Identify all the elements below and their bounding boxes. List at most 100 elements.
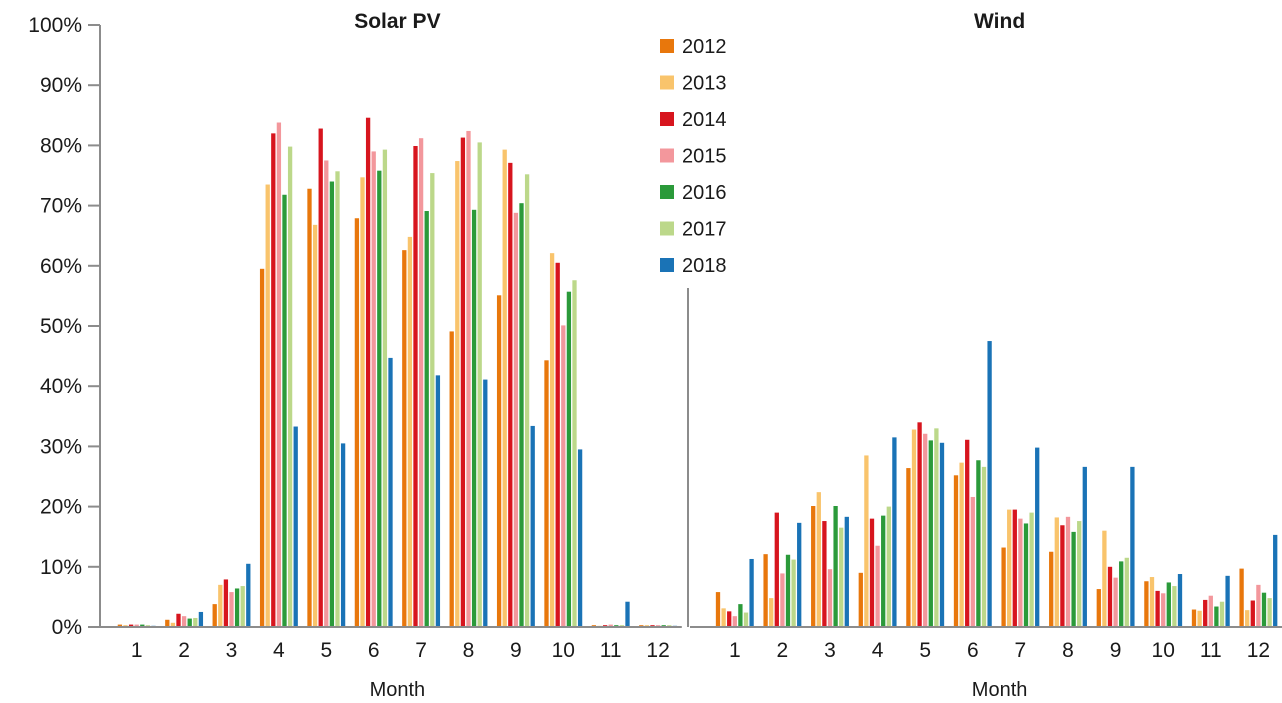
bar-solar-pv-m7-2016 — [424, 211, 429, 627]
bar-solar-pv-m10-2014 — [555, 262, 560, 627]
bar-solar-pv-m6-2016 — [377, 170, 382, 627]
legend-swatch — [660, 258, 674, 272]
bar-wind-m8-2012 — [1049, 551, 1054, 627]
bar-solar-pv-m5-2018 — [340, 443, 346, 627]
legend-item-2015: 2015 — [660, 146, 727, 168]
legend-swatch — [660, 221, 674, 236]
bar-wind-m5-2016 — [928, 440, 933, 627]
bar-wind-m4-2014 — [869, 518, 875, 627]
legend-label: 2016 — [682, 182, 727, 204]
legend-item-2017: 2017 — [660, 219, 727, 241]
bar-wind-m9-2017 — [1124, 557, 1129, 627]
x-tick-label: 11 — [600, 639, 622, 662]
bar-wind-m1-2013 — [721, 608, 726, 627]
x-tick-label: 6 — [967, 639, 979, 662]
bar-wind-m5-2018 — [939, 442, 945, 627]
bar-solar-pv-m10-2018 — [577, 449, 583, 627]
bar-wind-m5-2017 — [934, 428, 939, 627]
y-tick-label: 40% — [40, 375, 82, 398]
bar-wind-m3-2018 — [844, 516, 849, 627]
bar-solar-pv-m5-2012 — [307, 188, 312, 628]
bar-wind-m7-2017 — [1029, 512, 1034, 627]
bar-solar-pv-m4-2016 — [282, 194, 287, 627]
x-tick-label: 3 — [824, 639, 836, 662]
bar-solar-pv-m3-2018 — [246, 563, 251, 627]
bar-solar-pv-m3-2016 — [234, 588, 240, 627]
bar-solar-pv-m2-2016 — [187, 618, 192, 627]
bar-wind-m3-2017 — [839, 527, 844, 627]
panel-title: Wind — [974, 10, 1025, 33]
legend-swatch — [660, 148, 674, 163]
bar-solar-pv-m2-2018 — [198, 611, 204, 627]
bar-wind-m1-2012 — [715, 592, 721, 627]
bar-solar-pv-m8-2015 — [466, 130, 471, 627]
bar-solar-pv-m9-2017 — [524, 174, 530, 628]
bar-wind-m8-2017 — [1077, 521, 1082, 627]
bar-solar-pv-m3-2015 — [229, 592, 234, 627]
bar-solar-pv-m9-2014 — [508, 162, 513, 628]
bar-solar-pv-m9-2018 — [530, 425, 535, 627]
bar-wind-m11-2015 — [1208, 595, 1213, 627]
bar-solar-pv-m6-2012 — [354, 218, 360, 628]
bar-wind-m2-2014 — [774, 512, 779, 627]
bar-wind-m7-2012 — [1001, 547, 1006, 627]
bar-wind-m10-2016 — [1166, 582, 1171, 627]
bar-solar-pv-m2-2012 — [165, 619, 170, 627]
bar-solar-pv-m2-2014 — [176, 613, 181, 627]
bar-wind-m10-2017 — [1172, 586, 1177, 627]
bar-wind-m2-2017 — [791, 559, 796, 627]
bar-wind-m11-2013 — [1197, 610, 1202, 627]
bar-wind-m7-2014 — [1012, 509, 1017, 627]
bar-wind-m4-2012 — [858, 572, 863, 627]
bar-wind-m12-2013 — [1245, 610, 1250, 627]
bar-wind-m8-2018 — [1082, 466, 1087, 627]
panel-title: Solar PV — [354, 10, 440, 33]
bar-wind-m4-2017 — [886, 506, 891, 627]
bar-solar-pv-m3-2017 — [240, 586, 245, 627]
bar-wind-m4-2018 — [892, 437, 897, 627]
bar-wind-m1-2015 — [732, 616, 737, 627]
bar-solar-pv-m2-2017 — [193, 617, 198, 627]
bar-wind-m2-2013 — [769, 598, 774, 627]
bar-solar-pv-m3-2014 — [223, 579, 229, 627]
legend-swatch — [660, 112, 674, 126]
bar-solar-pv-m8-2013 — [455, 161, 460, 628]
legend-item-2014: 2014 — [660, 109, 727, 131]
bar-solar-pv-m10-2016 — [566, 291, 572, 627]
bar-wind-m8-2013 — [1054, 517, 1059, 627]
y-tick-label: 100% — [28, 14, 82, 37]
y-tick-label: 70% — [40, 195, 82, 218]
y-tick-label: 50% — [40, 315, 82, 338]
x-tick-label: 9 — [510, 639, 522, 662]
bar-solar-pv-m6-2013 — [360, 177, 365, 627]
bar-wind-m3-2013 — [816, 492, 821, 627]
x-tick-label: 7 — [1015, 639, 1027, 662]
x-tick-label: 12 — [646, 639, 669, 662]
y-tick-label: 20% — [40, 496, 82, 519]
bar-wind-m6-2018 — [987, 341, 992, 627]
bar-wind-m11-2017 — [1219, 601, 1225, 627]
bar-wind-m7-2018 — [1035, 447, 1040, 627]
x-tick-label: 8 — [463, 639, 475, 662]
bar-solar-pv-m8-2017 — [477, 142, 482, 627]
legend-item-2018: 2018 — [660, 255, 727, 277]
bar-wind-m9-2014 — [1107, 566, 1113, 627]
legend-label: 2014 — [682, 109, 727, 131]
bar-solar-pv-m3-2012 — [212, 604, 217, 627]
legend-label: 2017 — [682, 219, 727, 241]
bar-solar-pv-m8-2018 — [483, 379, 488, 627]
bar-wind-m11-2016 — [1214, 606, 1219, 627]
legend-swatch — [660, 185, 674, 199]
legend-swatch — [660, 75, 674, 90]
bar-wind-m10-2013 — [1149, 577, 1155, 627]
x-tick-label: 10 — [552, 639, 575, 662]
bar-wind-m10-2014 — [1155, 590, 1160, 627]
bar-solar-pv-m8-2016 — [471, 209, 477, 627]
legend-label: 2018 — [682, 255, 727, 277]
bar-solar-pv-m7-2017 — [430, 173, 435, 627]
legend-label: 2013 — [682, 73, 727, 95]
x-axis-title: Month — [370, 679, 426, 701]
